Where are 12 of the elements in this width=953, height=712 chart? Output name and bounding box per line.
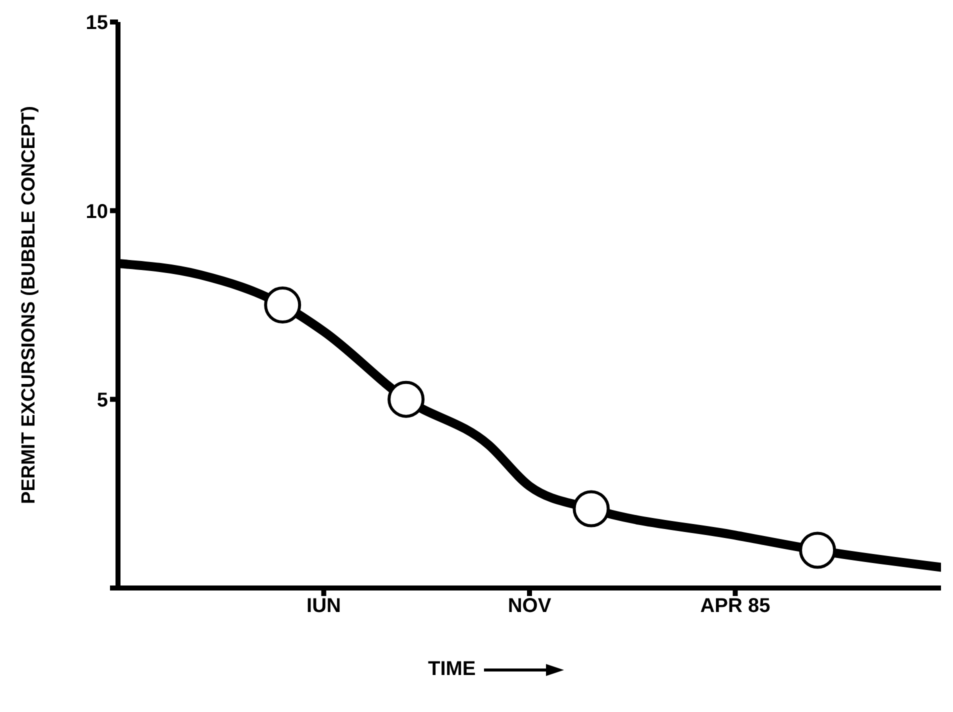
- point: [799, 532, 836, 569]
- point: [388, 380, 425, 418]
- x-tick-label: APR 85: [700, 595, 770, 618]
- y-tick-label: 5: [96, 389, 108, 412]
- x-tick-label: NOV: [508, 595, 552, 618]
- point: [572, 490, 610, 528]
- x-tick-label: IUN: [306, 595, 341, 618]
- point: [264, 286, 302, 324]
- x-axis-title: TIME: [428, 658, 476, 681]
- y-tick-label: 10: [86, 200, 108, 223]
- y-axis-title: PERMIT EXCURSIONS (BUBBLE CONCEPT): [18, 106, 40, 504]
- y-tick-label: 15: [86, 12, 108, 34]
